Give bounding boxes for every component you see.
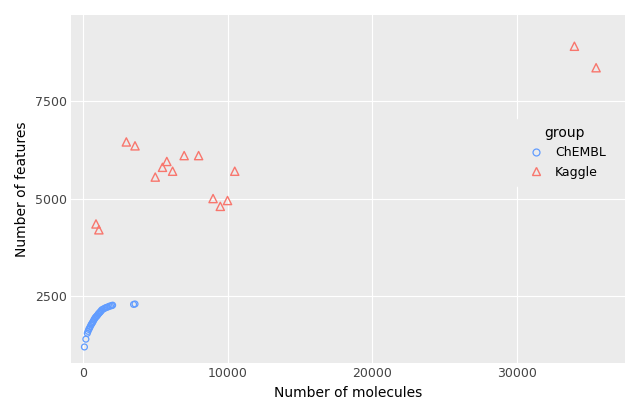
Point <box>93 227 104 233</box>
Point <box>91 221 101 227</box>
Point <box>591 64 601 71</box>
Point <box>92 313 102 320</box>
Point <box>81 336 91 342</box>
Point <box>168 168 178 175</box>
Point <box>222 197 232 204</box>
Point <box>79 344 90 350</box>
Point <box>130 301 140 308</box>
Point <box>91 314 101 320</box>
Point <box>129 301 139 308</box>
Point <box>86 321 97 327</box>
Point <box>82 330 92 337</box>
Point <box>150 174 161 181</box>
Point <box>86 322 96 328</box>
Point <box>83 328 93 334</box>
Legend: ChEMBL, Kaggle: ChEMBL, Kaggle <box>516 119 613 186</box>
Y-axis label: Number of features: Number of features <box>15 121 29 256</box>
Point <box>162 158 172 165</box>
Point <box>179 152 189 159</box>
Point <box>89 317 99 323</box>
Point <box>121 139 131 145</box>
Point <box>106 303 116 309</box>
Point <box>98 306 108 312</box>
Point <box>130 142 140 149</box>
Point <box>90 314 100 321</box>
Point <box>84 326 94 333</box>
Point <box>570 43 580 49</box>
Point <box>88 318 98 325</box>
Point <box>193 152 204 159</box>
Point <box>107 302 117 309</box>
Point <box>96 308 106 314</box>
Point <box>93 310 104 317</box>
Point <box>92 312 102 319</box>
Point <box>97 307 107 313</box>
Point <box>215 203 225 210</box>
Point <box>102 304 113 310</box>
Point <box>104 303 114 310</box>
Point <box>108 302 118 308</box>
Point <box>230 168 240 175</box>
Point <box>101 304 111 311</box>
Point <box>85 323 95 330</box>
Point <box>100 305 110 312</box>
Point <box>93 311 103 317</box>
Point <box>208 195 218 202</box>
Point <box>87 320 97 326</box>
Point <box>84 325 95 332</box>
Point <box>95 308 106 315</box>
Point <box>90 315 100 322</box>
Point <box>157 164 168 171</box>
Point <box>95 309 105 316</box>
X-axis label: Number of molecules: Number of molecules <box>274 386 422 400</box>
